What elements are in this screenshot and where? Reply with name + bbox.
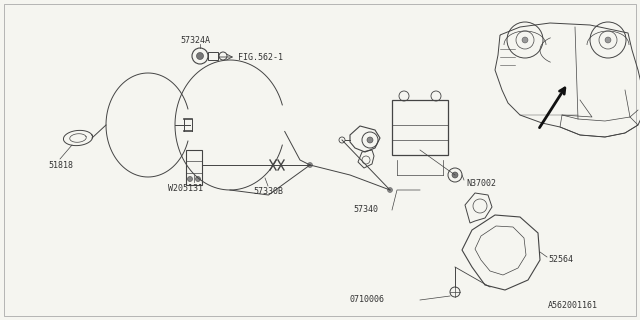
- Circle shape: [195, 177, 200, 181]
- Text: 57330B: 57330B: [253, 188, 283, 196]
- Circle shape: [387, 188, 392, 193]
- Circle shape: [605, 37, 611, 43]
- Text: 51818: 51818: [48, 161, 73, 170]
- Text: 57340: 57340: [353, 205, 378, 214]
- Text: 0710006: 0710006: [350, 295, 385, 305]
- Text: 57324A: 57324A: [180, 36, 210, 44]
- Text: W205131: W205131: [168, 183, 203, 193]
- Circle shape: [188, 177, 193, 181]
- Text: A562001161: A562001161: [548, 301, 598, 310]
- Text: 52564: 52564: [548, 255, 573, 265]
- Circle shape: [307, 163, 312, 167]
- Text: N37002: N37002: [466, 179, 496, 188]
- Bar: [186, 150, 202, 185]
- Circle shape: [522, 37, 528, 43]
- Circle shape: [452, 172, 458, 178]
- Circle shape: [367, 137, 373, 143]
- Text: FIG.562-1: FIG.562-1: [238, 52, 283, 61]
- Bar: [392, 100, 448, 155]
- Circle shape: [196, 52, 204, 60]
